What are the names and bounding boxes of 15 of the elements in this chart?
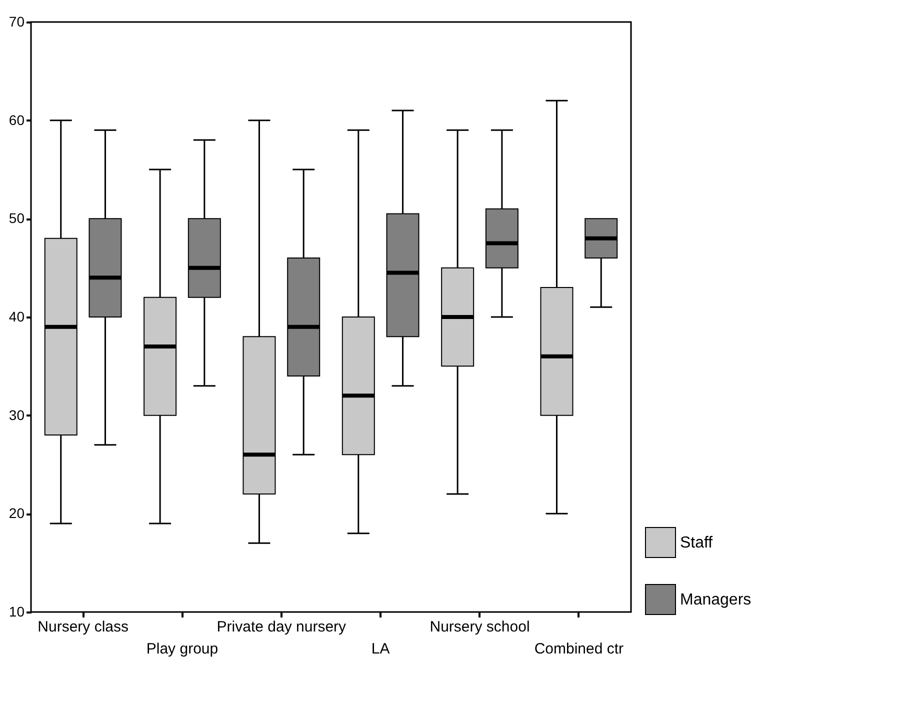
y-tick-label: 60 — [8, 112, 25, 128]
legend-label: Managers — [680, 592, 752, 608]
y-tick-label: 70 — [8, 14, 25, 30]
y-tick-label: 30 — [8, 406, 25, 423]
y-tick-label: 40 — [8, 308, 25, 324]
x-tick-label: Play group — [146, 640, 218, 658]
x-tick-label: Private day nursery — [216, 618, 347, 636]
y-tick-label: 20 — [8, 505, 25, 522]
x-tick-label: Nursery school — [430, 618, 530, 636]
y-tick-label: 50 — [8, 210, 25, 226]
y-tick-label: 10 — [8, 604, 25, 620]
x-tick-label: LA — [371, 640, 390, 658]
legend-label: Staff — [680, 534, 714, 552]
x-tick-label: Combined ctr — [534, 640, 624, 658]
x-tick-label: Nursery class — [38, 618, 128, 636]
